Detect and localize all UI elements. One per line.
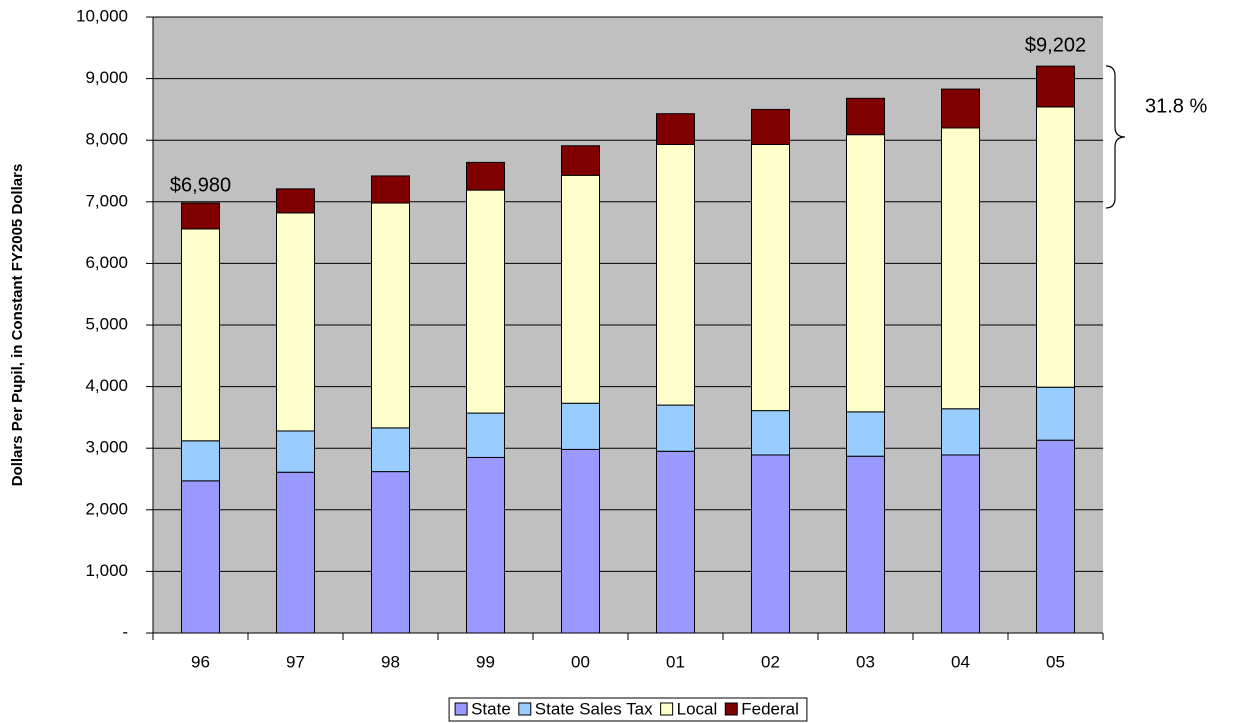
bar-segment — [846, 455, 885, 634]
x-tick-label: 96 — [191, 652, 210, 671]
total-annotation: $6,980 — [170, 174, 231, 196]
legend-label: Federal — [741, 699, 799, 718]
bar-segment — [751, 410, 790, 456]
bar-segment — [1036, 386, 1075, 441]
y-tick-label: 5,000 — [85, 314, 128, 333]
bar-segment — [181, 228, 220, 442]
x-tick-label: 03 — [856, 652, 875, 671]
bar-segment — [751, 454, 790, 634]
growth-annotation: 31.8 % — [1145, 95, 1207, 117]
legend-label: State — [471, 699, 511, 718]
bar-segment — [371, 175, 410, 204]
bar-segment — [276, 430, 315, 473]
legend-swatch — [454, 702, 468, 716]
bar-segment — [941, 88, 980, 129]
bar-segment — [371, 202, 410, 429]
bar-segment — [656, 404, 695, 452]
bar-segment — [371, 427, 410, 473]
bar-segment — [181, 202, 220, 230]
y-tick-label: - — [122, 622, 128, 641]
bar-segment — [941, 408, 980, 456]
bar-segment — [846, 134, 885, 413]
bar-segment — [1036, 439, 1075, 634]
bar-segment — [466, 161, 505, 191]
legend-label: Local — [677, 699, 718, 718]
bar-segment — [941, 127, 980, 410]
bar-segment — [466, 412, 505, 458]
x-tick-label: 01 — [666, 652, 685, 671]
y-tick-label: 7,000 — [85, 191, 128, 210]
bar-segment — [941, 454, 980, 634]
bar-segment — [656, 450, 695, 634]
bar-segment — [466, 189, 505, 414]
y-tick-label: 2,000 — [85, 499, 128, 518]
bar-segment — [276, 471, 315, 634]
bar-segment — [751, 144, 790, 412]
x-tick-label: 04 — [951, 652, 970, 671]
bar-segment — [181, 480, 220, 634]
bar-segment — [846, 411, 885, 457]
y-tick-label: 9,000 — [85, 68, 128, 87]
bar-segment — [276, 188, 315, 214]
bar-segment — [561, 448, 600, 634]
x-tick-label: 05 — [1046, 652, 1065, 671]
y-tick-label: 6,000 — [85, 253, 128, 272]
y-tick-label: 8,000 — [85, 130, 128, 149]
bar-segment — [181, 440, 220, 482]
y-tick-label: 3,000 — [85, 438, 128, 457]
bar-segment — [561, 174, 600, 404]
legend-swatch — [518, 702, 532, 716]
x-tick-label: 02 — [761, 652, 780, 671]
legend — [448, 697, 808, 722]
bar-segment — [276, 212, 315, 432]
bar-segment — [561, 145, 600, 176]
brace — [1105, 65, 1126, 209]
bar-segment — [1036, 106, 1075, 388]
bar-segment — [751, 108, 790, 146]
x-tick-label: 98 — [381, 652, 400, 671]
bar-segment — [561, 402, 600, 450]
x-tick-label: 99 — [476, 652, 495, 671]
y-tick-label: 4,000 — [85, 376, 128, 395]
total-annotation: $9,202 — [1025, 34, 1086, 56]
bar-segment — [656, 144, 695, 406]
legend-swatch — [660, 702, 674, 716]
bar-segment — [846, 97, 885, 136]
legend-label: State Sales Tax — [535, 699, 653, 718]
y-tick-label: 1,000 — [85, 561, 128, 580]
legend-swatch — [724, 702, 738, 716]
y-tick-label: 10,000 — [76, 6, 128, 25]
bar-segment — [466, 456, 505, 634]
y-axis-title: Dollars Per Pupil, in Constant FY2005 Do… — [9, 164, 26, 487]
bar-segment — [1036, 65, 1075, 108]
bar-segment — [371, 471, 410, 634]
x-tick-label: 97 — [286, 652, 305, 671]
bar-segment — [656, 113, 695, 146]
x-tick-label: 00 — [571, 652, 590, 671]
